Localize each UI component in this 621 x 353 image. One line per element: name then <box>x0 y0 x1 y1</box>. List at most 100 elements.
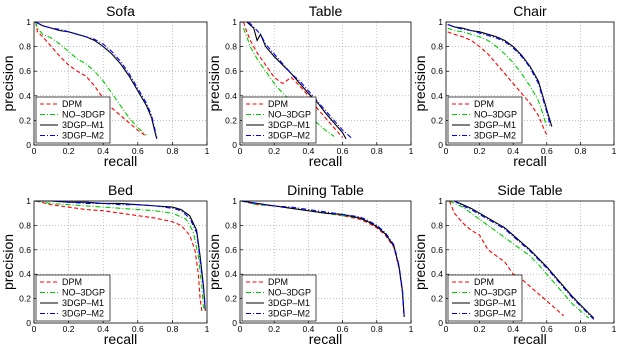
subplot-dining-table: 0 0.2 0.4 0.6 0.8 1 0 0.2 0.4 0.6 0.8 1 Dining Table… <box>206 182 414 347</box>
subplot-title: Bed <box>108 182 133 198</box>
series-line-3dgp-m2 <box>248 21 352 139</box>
x-tick-label: 0.6 <box>337 146 349 156</box>
legend-label-no-3dgp: NO–3DGP <box>474 110 517 120</box>
subplot-title: Dining Table <box>287 182 364 198</box>
legend-box <box>35 96 111 144</box>
y-tick-label: 0 <box>232 140 237 150</box>
legend-label-3dgp-m1: 3DGP–M1 <box>268 298 310 308</box>
subplot-table: 0 0.2 0.4 0.6 0.8 1 0 0.2 0.4 0.6 0.8 1 Table recall p… <box>206 3 414 169</box>
series-line-dpm <box>35 21 147 137</box>
x-tick-label: 0 <box>32 146 37 156</box>
x-tick-label: 0.8 <box>166 324 178 334</box>
subplot-title: Side Table <box>497 182 562 198</box>
series-line-3dgp-m1 <box>241 200 405 317</box>
series-line-3dgp-m1 <box>454 200 595 319</box>
x-tick-label: 0 <box>444 146 449 156</box>
series-line-dpm <box>35 200 203 311</box>
x-tick-label: 1 <box>409 146 414 156</box>
series-line-no-3dgp <box>35 21 147 136</box>
legend-label-3dgp-m1: 3DGP–M1 <box>62 298 104 308</box>
y-tick-label: 0.4 <box>431 91 443 101</box>
legend-label-no-3dgp: NO–3DGP <box>62 288 105 298</box>
x-axis-label: recall <box>309 153 342 169</box>
y-tick-label: 0.6 <box>431 66 443 76</box>
legend-label-3dgp-m2: 3DGP–M2 <box>62 131 104 141</box>
series-line-dpm <box>447 31 548 136</box>
x-tick-label: 1 <box>409 324 414 334</box>
legend-label-3dgp-m1: 3DGP–M1 <box>268 120 310 130</box>
legend-label-dpm: DPM <box>474 99 494 109</box>
legend-label-dpm: DPM <box>62 99 82 109</box>
legend-label-3dgp-m1: 3DGP–M1 <box>474 298 516 308</box>
y-axis-label: precision <box>412 234 428 290</box>
legend-box <box>241 274 317 322</box>
legend-label-no-3dgp: NO–3DGP <box>268 110 311 120</box>
subplot-title: Sofa <box>106 3 135 19</box>
legend-box <box>241 96 317 144</box>
y-tick-label: 0.2 <box>431 115 443 125</box>
x-tick-label: 1 <box>205 146 210 156</box>
series-line-3dgp-m1 <box>447 23 553 127</box>
x-tick-label: 0.4 <box>507 146 519 156</box>
x-tick-label: 0.6 <box>132 146 144 156</box>
series-line-no-3dgp <box>35 200 205 309</box>
x-tick-label: 1 <box>612 146 617 156</box>
series-line-dpm <box>448 200 564 317</box>
legend-label-dpm: DPM <box>268 277 288 287</box>
series-line-3dgp-m2 <box>35 21 158 138</box>
legend-label-dpm: DPM <box>474 277 494 287</box>
y-tick-label: 0.4 <box>225 91 237 101</box>
x-tick-label: 1 <box>612 324 617 334</box>
x-tick-label: 0.4 <box>302 146 314 156</box>
y-tick-label: 0.2 <box>19 294 31 304</box>
axes-frame <box>445 200 615 324</box>
y-tick-label: 0.2 <box>225 115 237 125</box>
subplot-sofa: 0 0.2 0.4 0.6 0.8 1 0 0.2 0.4 0.6 0.8 1 Sofa recall pr… <box>0 3 210 169</box>
legend-label-3dgp-m2: 3DGP–M2 <box>268 131 310 141</box>
x-tick-label: 0.8 <box>371 324 383 334</box>
y-tick-label: 0.6 <box>225 245 237 255</box>
x-tick-label: 0 <box>444 324 449 334</box>
x-axis-label: recall <box>104 331 137 347</box>
x-tick-label: 0.2 <box>63 146 75 156</box>
y-tick-label: 0.8 <box>431 42 443 52</box>
y-tick-label: 1 <box>26 196 31 206</box>
y-axis-label: precision <box>0 55 16 111</box>
y-tick-label: 0.2 <box>225 294 237 304</box>
legend-box <box>447 274 523 322</box>
subplot-bed: 0 0.2 0.4 0.6 0.8 1 0 0.2 0.4 0.6 0.8 1 Bed recall pre… <box>0 182 210 347</box>
x-tick-label: 0.4 <box>97 324 109 334</box>
subplot-title: Chair <box>513 3 547 19</box>
legend-label-dpm: DPM <box>268 99 288 109</box>
axes-frame <box>33 200 208 324</box>
axes-frame <box>239 200 412 324</box>
y-tick-label: 0 <box>438 140 443 150</box>
y-tick-label: 0.6 <box>225 66 237 76</box>
y-tick-label: 0.2 <box>431 294 443 304</box>
y-tick-label: 0.8 <box>19 220 31 230</box>
series-line-no-3dgp <box>447 27 548 128</box>
x-tick-label: 0.6 <box>541 324 553 334</box>
x-tick-label: 0.6 <box>337 324 349 334</box>
x-tick-label: 0 <box>238 324 243 334</box>
series-line-3dgp-m1 <box>35 200 206 311</box>
y-tick-label: 1 <box>232 196 237 206</box>
x-tick-label: 0.2 <box>268 324 280 334</box>
series-line-3dgp-m1 <box>35 21 158 139</box>
series-line-no-3dgp <box>449 200 590 319</box>
y-tick-label: 1 <box>26 17 31 27</box>
y-tick-label: 0.2 <box>19 115 31 125</box>
y-tick-label: 0.4 <box>19 269 31 279</box>
y-tick-label: 0 <box>438 318 443 328</box>
y-tick-label: 1 <box>438 196 443 206</box>
y-tick-label: 0.6 <box>19 245 31 255</box>
y-axis-label: precision <box>0 234 16 290</box>
y-tick-label: 0.8 <box>225 220 237 230</box>
y-axis-label: precision <box>206 55 222 111</box>
x-tick-label: 0.4 <box>302 324 314 334</box>
x-tick-label: 0 <box>238 146 243 156</box>
